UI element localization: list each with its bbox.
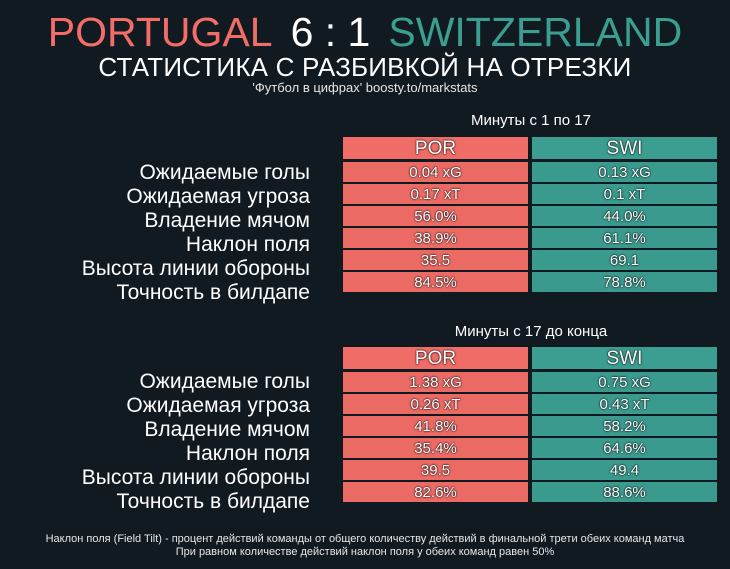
away-value-cell: 58.2% (531, 415, 718, 437)
row-labels-period-2: Ожидаемые голы Ожидаемая угроза Владение… (0, 370, 310, 514)
section-title-period-2: Минуты с 17 до конца (454, 323, 608, 340)
away-value-cell: 69.1 (531, 249, 718, 271)
match-headline: PORTUGAL 6 : 1 SWITZERLAND (0, 8, 730, 56)
away-value-cell: 0.1 xT (531, 183, 718, 205)
row-label: Владение мячом (144, 418, 310, 441)
section-title-period-1: Минуты с 1 по 17 (471, 112, 591, 129)
row-label: Ожидаемые голы (139, 370, 310, 393)
row-label: Высота линии обороны (81, 466, 310, 489)
home-value-cell: 0.26 xT (342, 393, 529, 415)
row-label: Владение мячом (144, 209, 310, 232)
away-value-cell: 88.6% (531, 481, 718, 503)
away-value-cell: 64.6% (531, 437, 718, 459)
match-score: 6 : 1 (290, 9, 371, 55)
row-label: Точность в билдапе (116, 490, 310, 513)
home-value-cell: 41.8% (342, 415, 529, 437)
row-label: Ожидаемые голы (139, 161, 310, 184)
stats-table-period-1: POR SWI 0.04 xG 0.13 xG 0.17 xT 0.1 xT 5… (342, 136, 720, 293)
away-value-cell: 78.8% (531, 271, 718, 293)
footnote: Наклон поля (Field Tilt) - процент дейст… (0, 533, 730, 559)
home-value-cell: 56.0% (342, 205, 529, 227)
home-value-cell: 35.5 (342, 249, 529, 271)
stats-table-period-2: POR SWI 1.38 xG 0.75 xG 0.26 xT 0.43 xT … (342, 346, 720, 503)
credit-line: 'Футбол в цифрах' boosty.to/markstats (252, 80, 478, 95)
row-label: Точность в билдапе (116, 281, 310, 304)
away-team-name: SWITZERLAND (388, 9, 683, 55)
home-value-cell: 38.9% (342, 227, 529, 249)
away-value-cell: 0.13 xG (531, 161, 718, 183)
home-value-cell: 35.4% (342, 437, 529, 459)
home-value-cell: 84.5% (342, 271, 529, 293)
column-header-away: SWI (531, 346, 718, 370)
row-label: Ожидаемая угроза (126, 394, 310, 417)
page-subtitle: СТАТИСТИКА С РАЗБИВКОЙ НА ОТРЕЗКИ (98, 52, 632, 82)
away-value-cell: 44.0% (531, 205, 718, 227)
footnote-line-2: При равном количестве действий наклон по… (175, 546, 555, 558)
row-label: Высота линии обороны (81, 257, 310, 280)
column-header-home: POR (342, 346, 529, 370)
column-header-home: POR (342, 136, 529, 160)
away-value-cell: 0.43 xT (531, 393, 718, 415)
away-value-cell: 61.1% (531, 227, 718, 249)
row-labels-period-1: Ожидаемые голы Ожидаемая угроза Владение… (0, 161, 310, 305)
home-value-cell: 1.38 xG (342, 371, 529, 393)
home-value-cell: 0.04 xG (342, 161, 529, 183)
row-label: Ожидаемая угроза (126, 185, 310, 208)
column-header-away: SWI (531, 136, 718, 160)
home-value-cell: 0.17 xT (342, 183, 529, 205)
home-value-cell: 39.5 (342, 459, 529, 481)
row-label: Наклон поля (185, 442, 310, 465)
row-label: Наклон поля (185, 233, 310, 256)
home-team-name: PORTUGAL (47, 9, 273, 55)
home-value-cell: 82.6% (342, 481, 529, 503)
away-value-cell: 0.75 xG (531, 371, 718, 393)
away-value-cell: 49.4 (531, 459, 718, 481)
footnote-line-1: Наклон поля (Field Tilt) - процент дейст… (45, 533, 685, 545)
